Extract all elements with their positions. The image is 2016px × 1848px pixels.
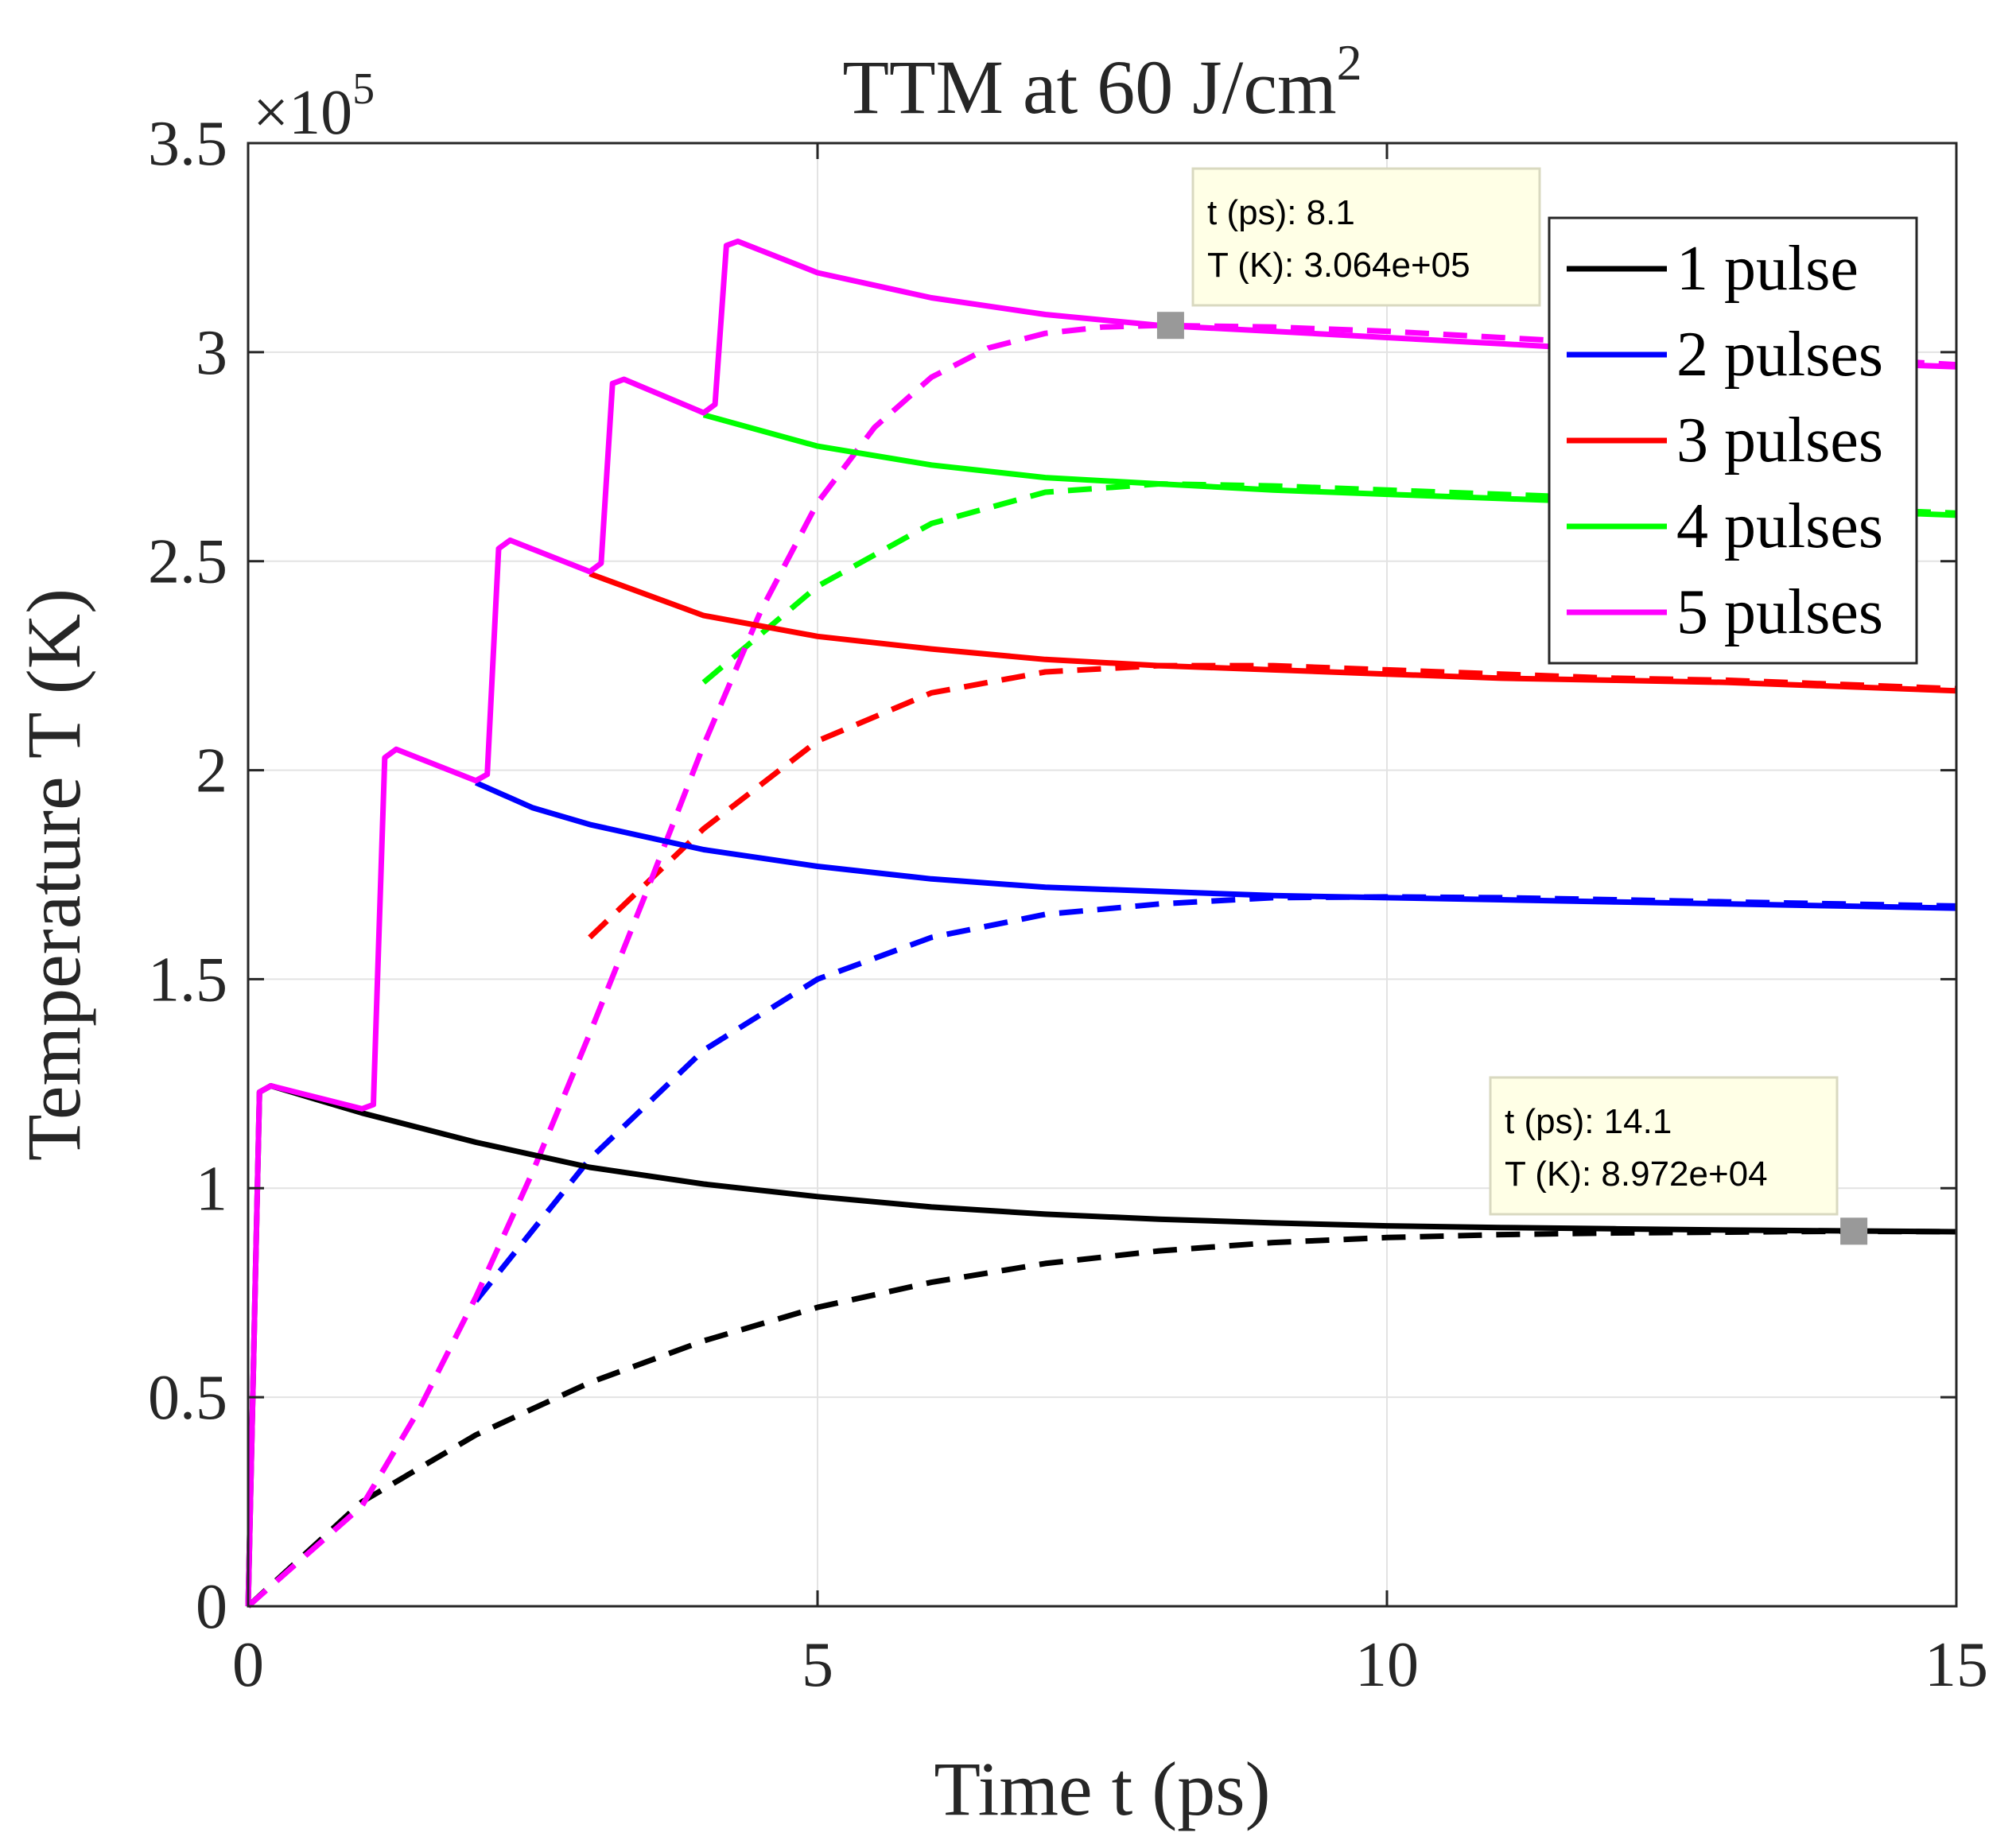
chart-title: TTM at 60 J/cm2 bbox=[842, 34, 1361, 130]
series-5-solid-line bbox=[245, 239, 1957, 1607]
series-1-solid-line bbox=[245, 1083, 1957, 1607]
chart-title-superscript: 2 bbox=[1337, 34, 1362, 91]
y-tick-label: 1 bbox=[196, 1154, 227, 1224]
y-tick-label: 1.5 bbox=[148, 945, 227, 1015]
y-tick-label: 3 bbox=[196, 318, 227, 388]
legend-label: 5 pulses bbox=[1676, 577, 1883, 647]
legend-label: 2 pulses bbox=[1676, 320, 1883, 390]
y-tick-label: 0 bbox=[196, 1572, 227, 1642]
y-axis-label: Temperature T (K) bbox=[11, 588, 96, 1161]
y-tick-label: 2 bbox=[196, 736, 227, 806]
data-tip-line1: t (ps): 14.1 bbox=[1505, 1102, 1672, 1141]
data-tip-box bbox=[1489, 1076, 1839, 1216]
data-tip-marker[interactable] bbox=[1840, 1217, 1868, 1245]
x-axis-label: Time t (ps) bbox=[934, 1746, 1270, 1831]
x-tick-label: 15 bbox=[1925, 1630, 1988, 1700]
tick-marks bbox=[247, 142, 1958, 1608]
series-1-dashed-line bbox=[246, 1228, 1957, 1609]
x-tick-label: 10 bbox=[1355, 1630, 1419, 1700]
legend-label: 4 pulses bbox=[1676, 491, 1883, 561]
legend-label: 1 pulse bbox=[1676, 234, 1859, 304]
legend: 1 pulse 2 pulses 3 pulses 4 pulses 5 pulses bbox=[1548, 216, 1918, 665]
data-tip-line2: T (K): 8.972e+04 bbox=[1505, 1155, 1768, 1194]
data-tip-line1: t (ps): 8.1 bbox=[1207, 193, 1355, 232]
y-exponent-power: 5 bbox=[352, 64, 375, 114]
y-tick-label: 3.5 bbox=[148, 109, 227, 179]
axes-box bbox=[247, 142, 1958, 1608]
tick-labels: 0 5 10 15 0 0.5 1 1.5 2 2.5 3 3.5 bbox=[148, 109, 1988, 1700]
data-tip-marker[interactable] bbox=[1156, 312, 1184, 340]
series-5-dashed-line bbox=[246, 322, 1957, 1609]
y-exponent-prefix: ×10 bbox=[253, 78, 352, 148]
y-tick-label: 0.5 bbox=[148, 1363, 227, 1433]
x-tick-label: 0 bbox=[232, 1630, 264, 1700]
series-3-solid-line bbox=[588, 571, 1957, 694]
data-tips: t (ps): 8.1 T (K): 3.064e+05 t (ps): 14.1 T… bbox=[1156, 167, 1868, 1245]
data-tip-line2: T (K): 3.064e+05 bbox=[1207, 246, 1470, 285]
x-tick-label: 5 bbox=[802, 1630, 833, 1700]
y-tick-label: 2.5 bbox=[148, 527, 227, 597]
y-exponent-label: ×105 bbox=[253, 64, 375, 148]
data-tip-box bbox=[1191, 167, 1541, 307]
chart-title-main: TTM at 60 J/cm bbox=[842, 45, 1336, 130]
legend-label: 3 pulses bbox=[1676, 406, 1883, 476]
series-2-solid-line bbox=[474, 780, 1957, 911]
